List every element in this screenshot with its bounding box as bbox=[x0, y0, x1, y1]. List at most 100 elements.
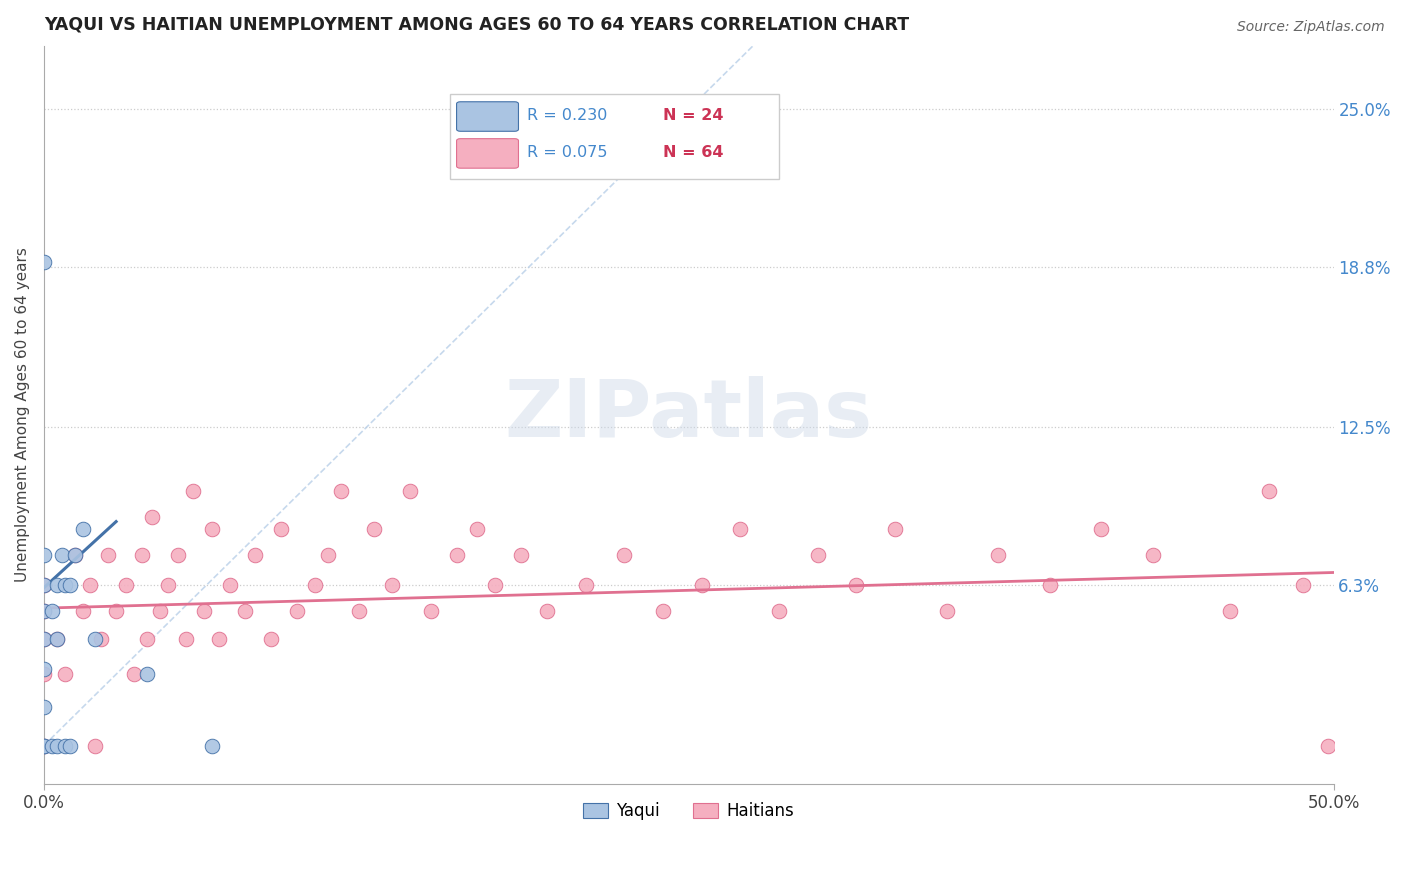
Point bbox=[63, 548, 86, 562]
Point bbox=[536, 604, 558, 618]
FancyBboxPatch shape bbox=[450, 94, 779, 178]
Point bbox=[363, 522, 385, 536]
Point bbox=[1039, 578, 1062, 592]
Point bbox=[200, 739, 222, 753]
Point bbox=[32, 632, 55, 646]
Point bbox=[53, 667, 76, 681]
Point bbox=[32, 632, 55, 646]
Point bbox=[233, 604, 256, 618]
Text: N = 64: N = 64 bbox=[662, 145, 724, 161]
Point bbox=[218, 578, 240, 592]
Point bbox=[574, 578, 596, 592]
Point bbox=[79, 578, 101, 592]
Legend: Yaqui, Haitians: Yaqui, Haitians bbox=[576, 796, 801, 827]
Point bbox=[141, 509, 163, 524]
Point bbox=[193, 604, 215, 618]
Point bbox=[84, 739, 107, 753]
Text: R = 0.230: R = 0.230 bbox=[527, 108, 607, 123]
Point bbox=[90, 632, 112, 646]
Point bbox=[45, 632, 67, 646]
Point bbox=[115, 578, 138, 592]
Text: Source: ZipAtlas.com: Source: ZipAtlas.com bbox=[1237, 20, 1385, 34]
Point bbox=[1142, 548, 1164, 562]
Point bbox=[465, 522, 488, 536]
Point bbox=[45, 632, 67, 646]
Point bbox=[41, 604, 63, 618]
Point bbox=[53, 578, 76, 592]
Point bbox=[316, 548, 339, 562]
Point bbox=[72, 522, 94, 536]
Point bbox=[51, 548, 73, 562]
Point bbox=[768, 604, 790, 618]
Point bbox=[45, 739, 67, 753]
Point bbox=[32, 739, 55, 753]
Point bbox=[149, 604, 172, 618]
Point bbox=[136, 632, 159, 646]
Point bbox=[156, 578, 179, 592]
Point bbox=[419, 604, 441, 618]
Point bbox=[32, 255, 55, 269]
Text: ZIPatlas: ZIPatlas bbox=[505, 376, 873, 454]
Point bbox=[32, 739, 55, 753]
Text: R = 0.075: R = 0.075 bbox=[527, 145, 607, 161]
Point bbox=[136, 667, 159, 681]
Point bbox=[32, 662, 55, 676]
Point bbox=[32, 739, 55, 753]
Point bbox=[484, 578, 506, 592]
Point bbox=[41, 739, 63, 753]
Point bbox=[45, 578, 67, 592]
Point bbox=[807, 548, 830, 562]
Point bbox=[987, 548, 1010, 562]
Point bbox=[105, 604, 128, 618]
Point bbox=[446, 548, 468, 562]
Point bbox=[183, 484, 205, 499]
Point bbox=[1258, 484, 1281, 499]
Point bbox=[690, 578, 713, 592]
Point bbox=[72, 604, 94, 618]
Point bbox=[935, 604, 957, 618]
Point bbox=[1291, 578, 1313, 592]
Point bbox=[59, 739, 82, 753]
Point bbox=[845, 578, 868, 592]
Point bbox=[131, 548, 153, 562]
Point bbox=[32, 578, 55, 592]
Point bbox=[84, 632, 107, 646]
Point bbox=[59, 578, 82, 592]
FancyBboxPatch shape bbox=[457, 102, 519, 131]
Point bbox=[270, 522, 292, 536]
Point bbox=[730, 522, 752, 536]
Point bbox=[510, 548, 533, 562]
Text: N = 24: N = 24 bbox=[662, 108, 724, 123]
Point bbox=[1219, 604, 1241, 618]
Point bbox=[613, 548, 636, 562]
Point bbox=[399, 484, 422, 499]
Point bbox=[347, 604, 370, 618]
Point bbox=[651, 604, 673, 618]
Point bbox=[1090, 522, 1112, 536]
Point bbox=[122, 667, 145, 681]
Point bbox=[53, 739, 76, 753]
Point bbox=[32, 548, 55, 562]
Point bbox=[260, 632, 283, 646]
Point bbox=[329, 484, 352, 499]
Point bbox=[32, 700, 55, 714]
Point bbox=[200, 522, 222, 536]
Point bbox=[285, 604, 308, 618]
Point bbox=[208, 632, 231, 646]
Point bbox=[97, 548, 120, 562]
Point bbox=[304, 578, 326, 592]
Point bbox=[32, 604, 55, 618]
Y-axis label: Unemployment Among Ages 60 to 64 years: Unemployment Among Ages 60 to 64 years bbox=[15, 247, 30, 582]
Point bbox=[167, 548, 190, 562]
Point bbox=[1317, 739, 1340, 753]
Point bbox=[32, 604, 55, 618]
Point bbox=[884, 522, 907, 536]
Point bbox=[63, 548, 86, 562]
Point bbox=[245, 548, 267, 562]
Point bbox=[32, 578, 55, 592]
Text: YAQUI VS HAITIAN UNEMPLOYMENT AMONG AGES 60 TO 64 YEARS CORRELATION CHART: YAQUI VS HAITIAN UNEMPLOYMENT AMONG AGES… bbox=[44, 15, 910, 33]
Point bbox=[32, 667, 55, 681]
Point bbox=[174, 632, 197, 646]
Point bbox=[381, 578, 404, 592]
FancyBboxPatch shape bbox=[457, 138, 519, 169]
